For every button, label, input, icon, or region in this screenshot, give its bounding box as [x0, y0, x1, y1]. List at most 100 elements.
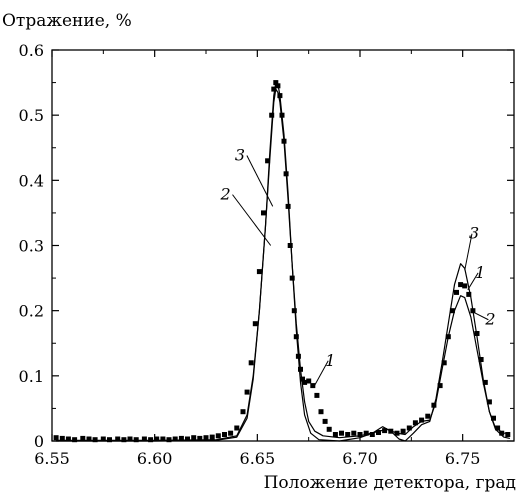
- series-1-point: [351, 430, 357, 436]
- series-1-point: [80, 435, 86, 441]
- series-1-point: [318, 409, 324, 415]
- series-1-point: [141, 436, 147, 442]
- series-1-point: [310, 383, 316, 389]
- series-1-point: [160, 436, 166, 442]
- series-1-point: [314, 392, 320, 398]
- y-tick-label: 0: [34, 432, 44, 451]
- series-1-point: [382, 428, 388, 434]
- series-1-point: [289, 275, 295, 281]
- series-1-point: [209, 434, 215, 440]
- y-tick-label: 0.6: [19, 41, 44, 60]
- series-1-point: [441, 360, 447, 366]
- callout-label: 1: [475, 263, 485, 282]
- callout-3: 3: [235, 146, 274, 207]
- plot-border: [51, 49, 515, 442]
- series-1-point: [244, 389, 250, 395]
- series-1: [53, 80, 511, 443]
- callout-label: 2: [220, 185, 231, 204]
- series-1-point: [466, 291, 472, 297]
- series-1-point: [59, 435, 65, 441]
- series-1-point: [339, 430, 344, 436]
- plot-frame: [51, 49, 515, 442]
- series-1-point: [172, 436, 178, 442]
- series-1-point: [495, 425, 501, 431]
- series-1-point: [154, 436, 160, 442]
- callout-label: 2: [484, 310, 495, 329]
- series-1-point: [300, 376, 305, 382]
- callout-label: 3: [235, 146, 245, 165]
- x-axis-title: Положение детектора, град: [264, 473, 516, 493]
- series-1-point: [454, 289, 459, 295]
- series-1-point: [65, 436, 71, 442]
- series-1-point: [185, 436, 190, 442]
- series-1-point: [412, 420, 418, 426]
- series-1-point: [291, 308, 297, 314]
- series-1-point: [191, 435, 197, 441]
- y-tick-label: 0.1: [19, 367, 44, 386]
- callout-label: 3: [469, 224, 479, 243]
- series-1-point: [287, 243, 293, 248]
- series-1-point: [252, 321, 258, 327]
- series-1-point: [228, 430, 234, 436]
- series-1-point: [505, 432, 511, 437]
- callout-label: 1: [325, 351, 335, 370]
- series-1-point: [437, 383, 443, 389]
- series-1-point: [256, 269, 262, 275]
- series-3: [56, 82, 511, 442]
- series-1-point: [222, 432, 227, 437]
- series-1-point: [332, 432, 338, 437]
- series-1-point: [499, 430, 505, 436]
- series-1-point: [363, 430, 369, 436]
- axis-ticks: 6.55 6.60 6.65 6.70 6.75 0 0.1 0.2 0.3 0.4 0.5 0.6: [19, 41, 515, 468]
- series-1-point: [240, 409, 246, 415]
- series-1-point: [53, 435, 59, 441]
- series-1-point: [306, 378, 312, 384]
- y-tick-label: 0.2: [19, 302, 44, 321]
- series-1-point: [197, 435, 203, 441]
- series-1-point: [269, 112, 275, 118]
- series-1-point: [419, 417, 425, 423]
- series-1-point: [400, 428, 406, 434]
- series-1-point: [357, 432, 363, 437]
- series-1-point: [215, 433, 221, 439]
- series-1-point: [127, 436, 133, 442]
- series-1-point: [322, 418, 328, 424]
- y-tick-label: 0.4: [19, 171, 44, 190]
- series-1-point: [234, 425, 240, 431]
- series-1-point: [261, 210, 266, 216]
- series-1-point: [345, 432, 351, 437]
- callout-leader-line: [313, 360, 329, 388]
- series-1-point: [491, 415, 496, 421]
- series-1-point: [326, 426, 332, 432]
- callout-leader-line: [246, 155, 274, 207]
- series-1-point: [376, 430, 381, 435]
- y-axis-title: Отражение, %: [2, 11, 132, 31]
- series-layer: [53, 80, 511, 443]
- series-1-point: [458, 282, 464, 288]
- series-1-point: [406, 425, 412, 431]
- series-1-point: [462, 283, 468, 289]
- series-1-point: [482, 379, 488, 385]
- callout-leader-line: [472, 311, 489, 321]
- series-1-point: [271, 86, 277, 92]
- series-1-point: [449, 308, 455, 314]
- series-1-point: [203, 435, 209, 441]
- callout-2: 2: [220, 185, 272, 246]
- callout-leader-line: [464, 233, 473, 271]
- series-1-point: [100, 436, 106, 442]
- series-3-line: [56, 82, 511, 442]
- y-tick-label: 0.5: [19, 106, 44, 125]
- x-tick-label: 6.75: [445, 449, 481, 468]
- series-1-point: [486, 399, 492, 405]
- series-1-point: [178, 435, 184, 441]
- y-tick-label: 0.3: [19, 237, 44, 256]
- callout-leader-line: [232, 194, 272, 246]
- series-1-point: [86, 436, 92, 442]
- x-tick-label: 6.65: [240, 449, 276, 468]
- annotation-layer: 3 2 1 3 1 2: [220, 146, 496, 388]
- series-1-point: [478, 357, 484, 362]
- series-1-point: [302, 379, 308, 385]
- x-tick-label: 6.70: [342, 449, 378, 468]
- callout-3: 3: [464, 224, 479, 271]
